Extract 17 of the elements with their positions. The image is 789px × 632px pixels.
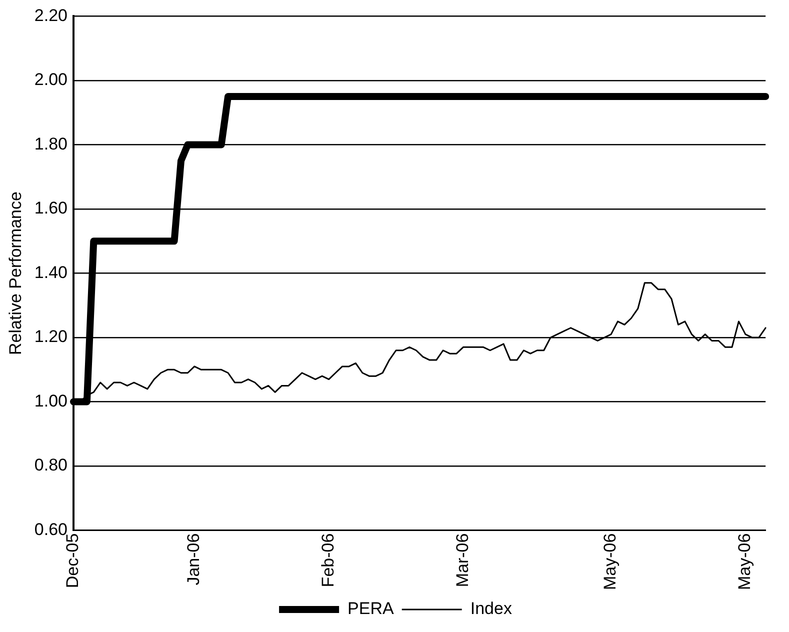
x-tick-label: Feb-06 xyxy=(318,533,338,588)
x-tick-label: May-06 xyxy=(735,533,754,590)
x-tick-label: Jan-06 xyxy=(184,533,204,586)
y-tick-label: 2.00 xyxy=(34,70,68,90)
y-tick-label: 1.80 xyxy=(34,134,68,154)
legend-label: PERA xyxy=(348,599,395,618)
legend-label: Index xyxy=(470,599,512,618)
y-tick-label: 0.60 xyxy=(34,520,68,539)
x-tick-label: May-06 xyxy=(600,533,620,590)
y-tick-label: 1.40 xyxy=(34,262,68,282)
y-tick-label: 1.00 xyxy=(34,391,68,410)
y-axis-title: Relative Performance xyxy=(6,192,25,355)
y-tick-label: 0.80 xyxy=(34,456,68,475)
y-tick-label: 2.20 xyxy=(34,6,68,25)
x-tick-label: Mar-06 xyxy=(452,533,472,588)
y-tick-label: 1.20 xyxy=(34,327,68,346)
y-tick-label: 1.60 xyxy=(34,198,68,218)
